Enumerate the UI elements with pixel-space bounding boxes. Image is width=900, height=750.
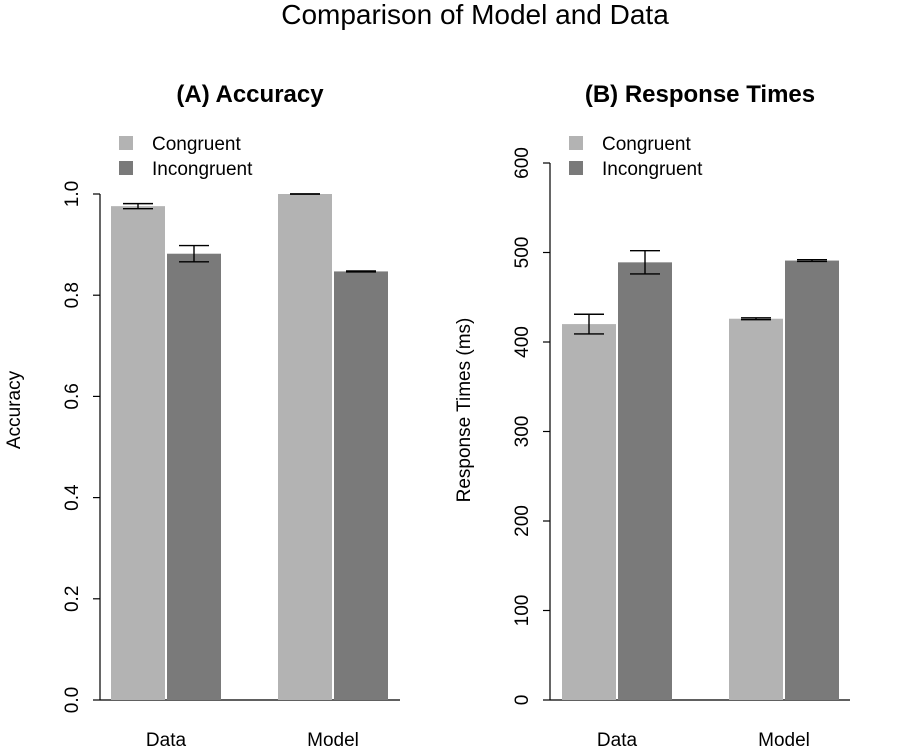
y-tick-label: 200 [512,505,533,537]
y-tick-label: 0.0 [62,687,83,713]
category-label: Model [758,730,810,750]
category-label: Data [146,730,187,750]
bar-model-incongruent [785,260,839,700]
legend-label: Congruent [152,134,241,155]
y-tick-label: 100 [512,595,533,627]
legend-label: Incongruent [152,159,253,180]
legend-swatch [119,136,133,150]
legend-label: Congruent [602,134,691,155]
y-tick-label: 0 [512,695,533,706]
bar-model-congruent [278,194,332,700]
bar-data-congruent [562,324,616,700]
category-label: Data [597,730,638,750]
y-tick-label: 0.2 [62,586,83,612]
bar-model-incongruent [334,271,388,700]
legend-swatch [569,136,583,150]
panel-title: (A) Accuracy [176,81,324,108]
y-tick-label: 0.6 [62,383,83,409]
bar-data-incongruent [618,262,672,700]
panel-title: (B) Response Times [585,81,815,108]
y-tick-label: 300 [512,416,533,448]
panel-response-times: (B) Response Times Response Times (ms) 0 10… [454,81,850,750]
bar-data-congruent [111,206,165,701]
panel-accuracy: (A) Accuracy Accuracy 0.0 0.2 0.4 0.6 0.8 1.0 Da… [4,81,400,750]
legend-swatch [569,161,583,175]
category-label: Model [307,730,359,750]
legend-label: Incongruent [602,159,703,180]
y-tick-label: 400 [512,326,533,358]
bar-data-incongruent [167,253,221,700]
y-tick-label: 1.0 [62,181,83,207]
y-tick-label: 0.8 [62,282,83,308]
bar-model-congruent [729,318,783,700]
y-tick-label: 600 [512,147,533,179]
y-axis-label: Response Times (ms) [454,318,475,503]
main-title: Comparison of Model and Data [281,0,669,30]
legend-swatch [119,161,133,175]
y-axis-label: Accuracy [4,370,25,449]
y-tick-label: 0.4 [62,484,83,511]
y-tick-label: 500 [512,237,533,269]
